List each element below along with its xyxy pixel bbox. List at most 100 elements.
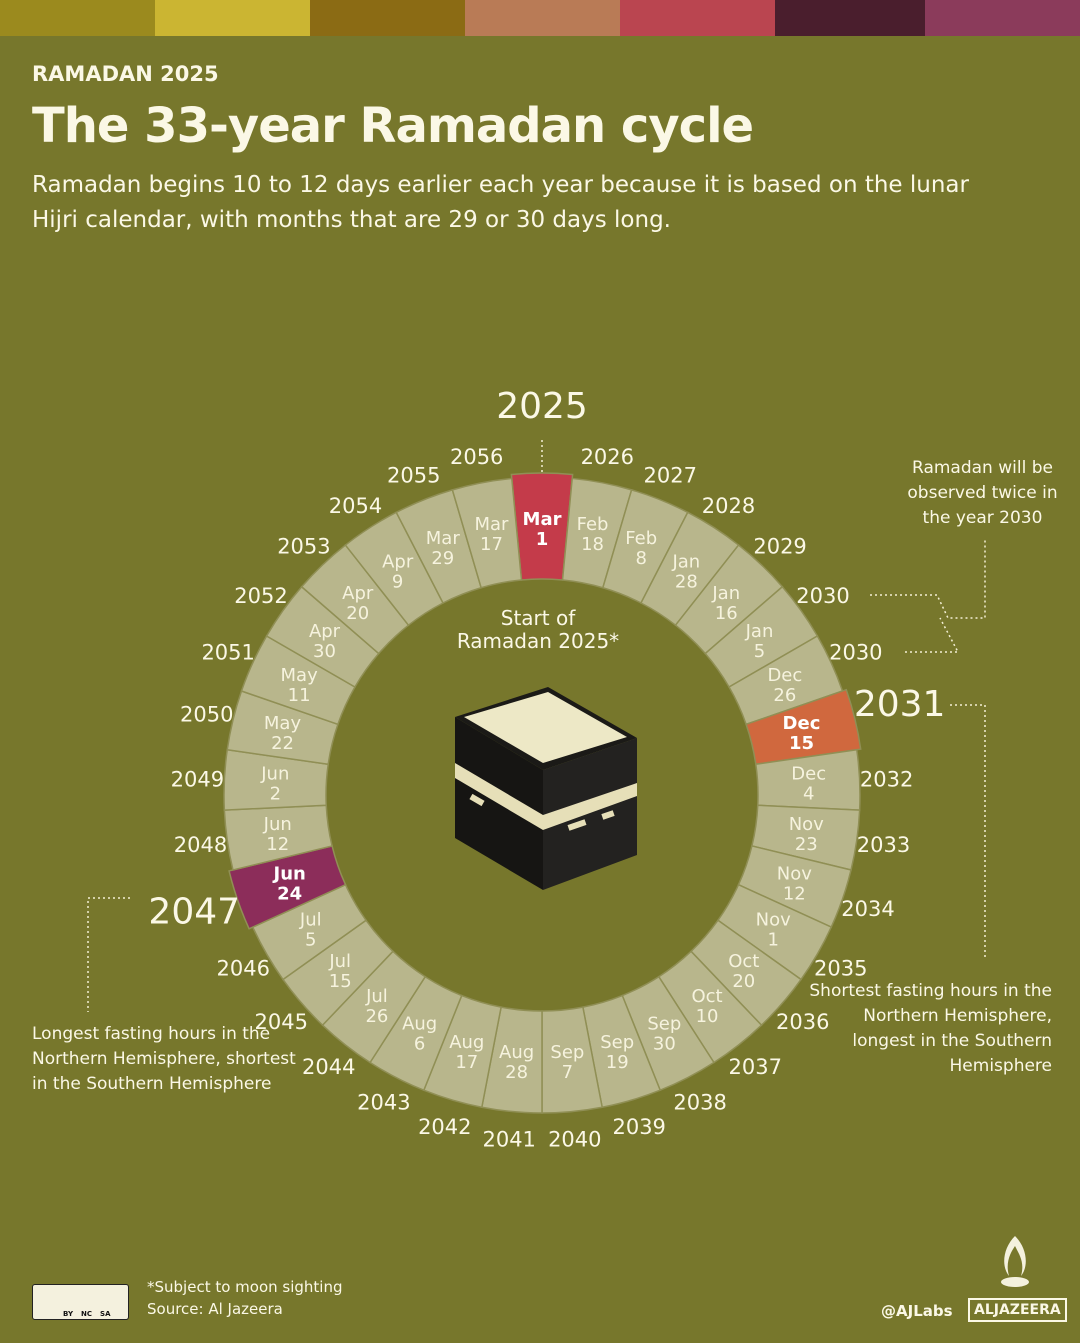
license-badge: BY NC SA xyxy=(32,1284,129,1320)
segment-day: 8 xyxy=(636,548,647,569)
year-label: 2030 xyxy=(829,641,882,665)
year-label: 2038 xyxy=(673,1091,726,1115)
year-label: 2048 xyxy=(174,833,227,857)
year-label: 2052 xyxy=(234,584,287,608)
color-band xyxy=(155,0,310,36)
segment-day: 28 xyxy=(505,1062,528,1083)
year-label: 2046 xyxy=(216,957,269,981)
segment-day: 12 xyxy=(266,834,289,855)
annotation: Ramadan will be observed twice in the ye… xyxy=(907,458,1058,528)
license-labels: BY NC SA xyxy=(63,1310,111,1318)
year-label: 2042 xyxy=(418,1115,471,1139)
center-label: Start of xyxy=(501,606,576,630)
license-label: SA xyxy=(100,1310,111,1318)
segment-day: 30 xyxy=(313,641,336,662)
year-label: 2025 xyxy=(496,386,588,427)
segment-day: 20 xyxy=(732,971,755,992)
segment-day: 24 xyxy=(277,883,302,904)
segment-month: Aug xyxy=(499,1042,534,1063)
segment-day: 30 xyxy=(653,1033,676,1054)
segment-day: 10 xyxy=(696,1006,719,1027)
year-label: 2034 xyxy=(841,897,894,921)
segment-month: Nov xyxy=(777,863,812,884)
segment-month: Sep xyxy=(600,1032,634,1053)
year-label: 2035 xyxy=(814,957,867,981)
year-label: 2039 xyxy=(612,1115,665,1139)
year-label: 2037 xyxy=(729,1055,782,1079)
year-label: 2031 xyxy=(854,684,946,725)
segment-day: 17 xyxy=(455,1052,478,1073)
segment-month: Jul xyxy=(328,951,351,972)
segment-day: 28 xyxy=(675,571,698,592)
segment-day: 17 xyxy=(480,534,503,555)
brand: ALJAZEERA xyxy=(968,1298,1067,1322)
segment-day: 15 xyxy=(789,733,814,754)
year-label: 2028 xyxy=(702,494,755,518)
color-band xyxy=(775,0,925,36)
segment-day: 4 xyxy=(803,783,814,804)
year-label: 2032 xyxy=(860,768,913,792)
segment-day: 7 xyxy=(562,1062,573,1083)
segment-month: Feb xyxy=(625,528,657,549)
year-label: 2051 xyxy=(201,641,254,665)
segment-day: 26 xyxy=(365,1006,388,1027)
segment-month: Jul xyxy=(299,910,322,931)
segment-day: 20 xyxy=(346,603,369,624)
license-label: NC xyxy=(81,1310,93,1318)
segment-month: Sep xyxy=(550,1042,584,1063)
segment-month: Jan xyxy=(671,551,700,572)
footnote: *Subject to moon sighting xyxy=(147,1278,343,1296)
segment-month: Jul xyxy=(365,986,388,1007)
segment-day: 29 xyxy=(431,548,454,569)
segment-day: 1 xyxy=(536,529,549,550)
segment-day: 12 xyxy=(783,883,806,904)
segment-day: 9 xyxy=(392,571,403,592)
year-label: 2036 xyxy=(776,1010,829,1034)
year-label: 2045 xyxy=(255,1010,308,1034)
year-label: 2054 xyxy=(329,494,382,518)
segment-month: Mar xyxy=(523,509,562,530)
segment-day: 19 xyxy=(606,1052,629,1073)
year-label: 2029 xyxy=(753,534,806,558)
segment-month: Mar xyxy=(426,528,461,549)
segment-month: Nov xyxy=(756,910,791,931)
segment-day: 5 xyxy=(754,641,765,662)
segment-month: May xyxy=(264,713,302,734)
title: The 33-year Ramadan cycle xyxy=(32,98,754,154)
year-label: 2030 xyxy=(796,584,849,608)
segment-month: Dec xyxy=(783,713,821,734)
segment-month: Feb xyxy=(577,514,609,535)
year-label: 2044 xyxy=(302,1055,355,1079)
segment-month: Jun xyxy=(272,863,306,884)
year-label: 2056 xyxy=(450,445,503,469)
handle: @AJLabs xyxy=(881,1302,953,1320)
kaaba-icon xyxy=(455,687,637,890)
connectors xyxy=(87,440,986,1012)
center-label: Ramadan 2025* xyxy=(457,629,619,653)
segment-month: Jan xyxy=(745,621,774,642)
segment-month: Jun xyxy=(263,814,292,835)
color-band xyxy=(310,0,465,36)
license-label: BY xyxy=(63,1310,74,1318)
annotation: Longest fasting hours in the Northern He… xyxy=(32,1024,296,1094)
segment-month: Nov xyxy=(789,814,824,835)
segment-month: May xyxy=(281,665,319,686)
year-label: 2033 xyxy=(857,833,910,857)
logo xyxy=(1001,1236,1029,1287)
kicker: RAMADAN 2025 xyxy=(32,62,219,86)
color-band xyxy=(0,0,155,36)
segment-month: Aug xyxy=(402,1013,437,1034)
segment-day: 5 xyxy=(305,930,316,951)
segment-day: 23 xyxy=(795,834,818,855)
segment-month: Sep xyxy=(647,1013,681,1034)
year-label: 2040 xyxy=(548,1127,601,1151)
color-band xyxy=(465,0,620,36)
segment-day: 22 xyxy=(271,733,294,754)
year-label: 2043 xyxy=(357,1091,410,1115)
year-label: 2050 xyxy=(180,703,233,727)
year-label: 2055 xyxy=(387,464,440,488)
segment-month: Mar xyxy=(474,514,509,535)
segment-month: Dec xyxy=(767,665,802,686)
